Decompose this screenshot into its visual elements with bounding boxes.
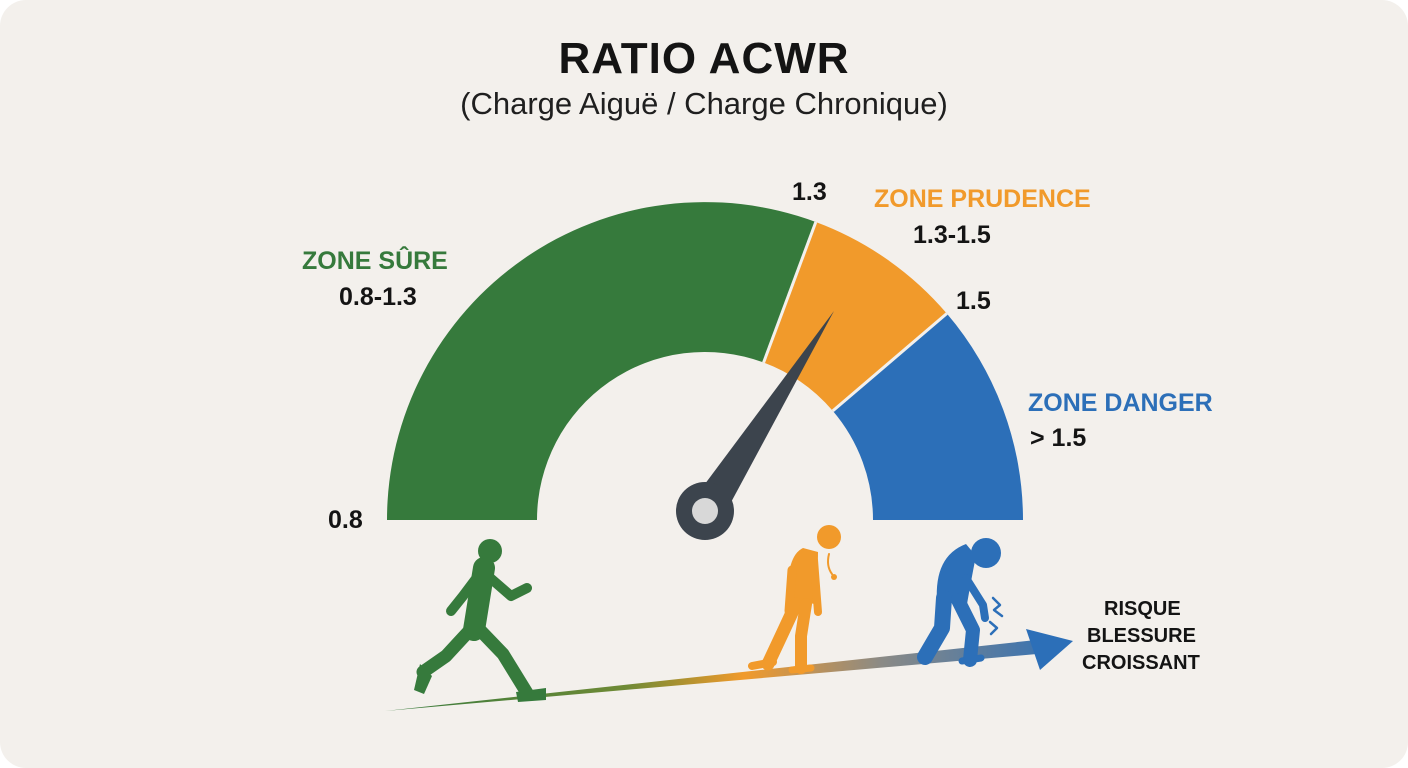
zone-danger-range: > 1.5 — [1030, 424, 1086, 452]
risk-label-line-2: BLESSURE — [1087, 625, 1196, 647]
chart-title: RATIO ACWR — [558, 34, 850, 83]
runner-icon — [414, 539, 546, 702]
gauge-separator-1 — [762, 221, 818, 364]
gauge-zone-danger — [832, 313, 1023, 520]
gauge-zone-caution — [763, 222, 947, 411]
zone-danger-label: ZONE DANGER — [1028, 389, 1213, 417]
risk-arrow-shaft — [385, 640, 1037, 711]
zone-caution-range: 1.3-1.5 — [913, 221, 991, 249]
zone-safe-range: 0.8-1.3 — [339, 283, 417, 311]
gauge-needle — [693, 311, 834, 519]
gauge-zone-safe — [387, 202, 816, 520]
zone-safe-label: ZONE SÛRE — [302, 245, 448, 275]
tick-min: 0.8 — [328, 506, 363, 534]
fatigued-person-icon — [748, 525, 841, 674]
tick-1-5: 1.5 — [956, 287, 991, 315]
zone-caution-label: ZONE PRUDENCE — [874, 185, 1091, 213]
risk-label-line-3: CROISSANT — [1082, 652, 1200, 674]
risk-arrow-head — [1026, 629, 1073, 670]
gauge-needle-hub-center — [692, 498, 718, 524]
risk-label-line-1: RISQUE — [1104, 598, 1181, 620]
chart-subtitle: (Charge Aiguë / Charge Chronique) — [460, 86, 948, 121]
gauge-separator-2 — [831, 312, 948, 413]
tick-1-3: 1.3 — [792, 178, 827, 206]
injured-knee-icon — [917, 538, 1004, 667]
